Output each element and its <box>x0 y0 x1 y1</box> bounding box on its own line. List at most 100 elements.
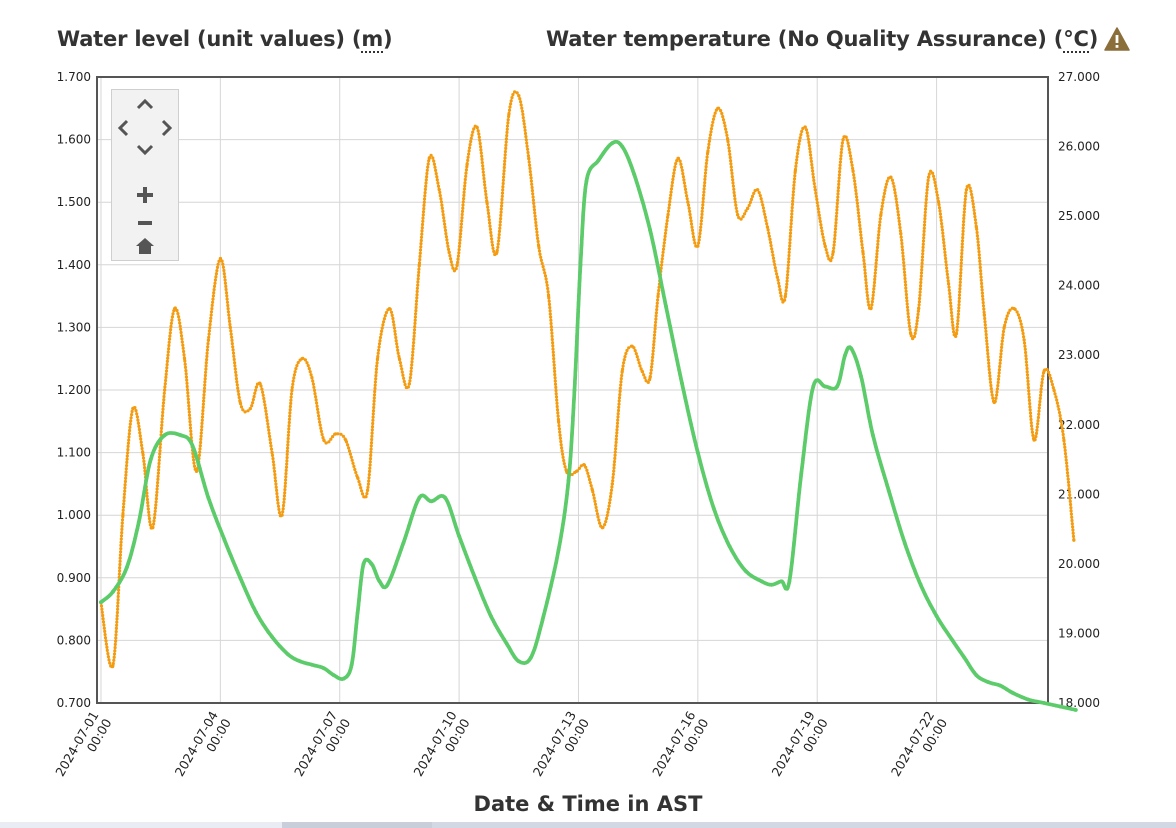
water-level-point <box>370 428 374 432</box>
water-level-point <box>949 311 954 315</box>
water-temperature-vertex <box>489 614 493 618</box>
water-level-point <box>729 165 733 169</box>
water-level-point <box>202 389 206 394</box>
water-temperature-vertex <box>584 179 589 184</box>
water-level-point <box>961 229 965 233</box>
water-level-point <box>419 245 423 249</box>
water-level-point <box>882 191 887 196</box>
water-level-point <box>368 466 372 470</box>
water-level-point <box>688 212 692 217</box>
water-level-point <box>558 436 563 440</box>
water-level-point <box>671 177 675 181</box>
water-level-point <box>175 308 179 313</box>
water-level-point <box>684 190 688 195</box>
water-level-point <box>976 237 980 241</box>
water-level-point <box>207 329 211 333</box>
water-level-point <box>286 436 290 441</box>
water-level-point <box>963 197 967 201</box>
water-level-point <box>982 307 986 311</box>
water-level-point <box>797 142 801 146</box>
water-level-point <box>201 402 205 406</box>
right-axis-unit[interactable]: °C <box>1063 27 1089 53</box>
water-level-point <box>554 388 558 393</box>
water-level-vertex <box>841 138 845 142</box>
water-level-point <box>415 296 419 300</box>
water-level-point <box>728 155 732 160</box>
water-level-point <box>761 203 765 207</box>
water-level-point <box>680 168 684 172</box>
water-level-point <box>458 241 462 245</box>
water-level-point <box>771 256 776 260</box>
minus-icon[interactable] <box>135 213 155 233</box>
water-level-point <box>439 200 443 204</box>
left-axis-unit[interactable]: m <box>361 27 384 53</box>
water-level-point <box>528 163 532 167</box>
water-level-point <box>1024 360 1028 364</box>
water-level-point <box>721 115 725 119</box>
water-level-point <box>1004 317 1008 321</box>
water-level-point <box>955 328 959 332</box>
water-level-point <box>617 402 621 406</box>
plus-icon[interactable] <box>135 185 155 205</box>
water-level-point <box>995 390 999 394</box>
water-level-point <box>595 509 599 513</box>
water-level-point <box>896 210 900 214</box>
water-level-vertex <box>869 307 873 311</box>
chevron-down-icon[interactable] <box>135 142 155 158</box>
water-level-point <box>289 395 293 399</box>
water-level-point <box>615 424 619 429</box>
water-level-point <box>377 345 381 349</box>
warning-triangle-icon[interactable] <box>1104 27 1130 51</box>
water-level-point <box>985 339 989 343</box>
water-level-point <box>185 378 189 382</box>
water-level-point <box>791 199 795 203</box>
water-level-point <box>655 304 659 308</box>
water-level-point <box>275 495 279 499</box>
water-level-point <box>275 488 279 492</box>
water-level-point <box>505 130 509 134</box>
water-level-point <box>616 418 620 422</box>
water-level-point <box>522 122 526 126</box>
water-level-point <box>100 610 104 614</box>
water-level-point <box>123 483 127 487</box>
water-level-point <box>275 492 279 496</box>
water-level-point <box>380 326 384 330</box>
water-level-point <box>838 170 842 174</box>
water-level-point <box>222 268 226 273</box>
water-level-point <box>997 374 1001 378</box>
horizontal-scrollbar[interactable] <box>0 822 1176 828</box>
water-level-point <box>916 309 921 313</box>
water-level-point <box>237 392 241 396</box>
water-level-point <box>957 309 961 313</box>
water-level-point <box>327 440 331 444</box>
water-temperature-vertex <box>222 537 227 542</box>
water-level-point <box>579 464 583 468</box>
water-level-point <box>108 661 112 665</box>
water-level-point <box>186 391 190 395</box>
water-level-point <box>876 239 880 243</box>
water-level-point <box>140 446 144 451</box>
water-level-point <box>667 206 671 210</box>
water-level-point <box>768 237 772 241</box>
water-level-point <box>890 178 895 182</box>
water-level-point <box>371 409 376 413</box>
water-level-point <box>456 260 460 264</box>
water-temperature-vertex <box>206 495 211 500</box>
water-level-point <box>787 253 791 258</box>
chevron-right-icon[interactable] <box>159 118 175 138</box>
water-level-point <box>788 238 792 242</box>
water-level-vertex <box>218 256 222 261</box>
chevron-up-icon[interactable] <box>135 96 155 112</box>
water-level-point <box>838 163 842 167</box>
chevron-left-icon[interactable] <box>115 118 131 138</box>
right-y-tick-label: 26.000 <box>1058 140 1100 154</box>
home-icon[interactable] <box>135 236 155 256</box>
water-level-point <box>520 106 524 110</box>
water-level-point <box>458 235 462 239</box>
water-level-point <box>442 216 446 220</box>
water-level-point <box>703 181 707 185</box>
water-level-point <box>924 194 929 198</box>
water-level-point <box>704 168 708 172</box>
water-level-point <box>311 379 315 383</box>
water-level-point <box>730 168 734 172</box>
